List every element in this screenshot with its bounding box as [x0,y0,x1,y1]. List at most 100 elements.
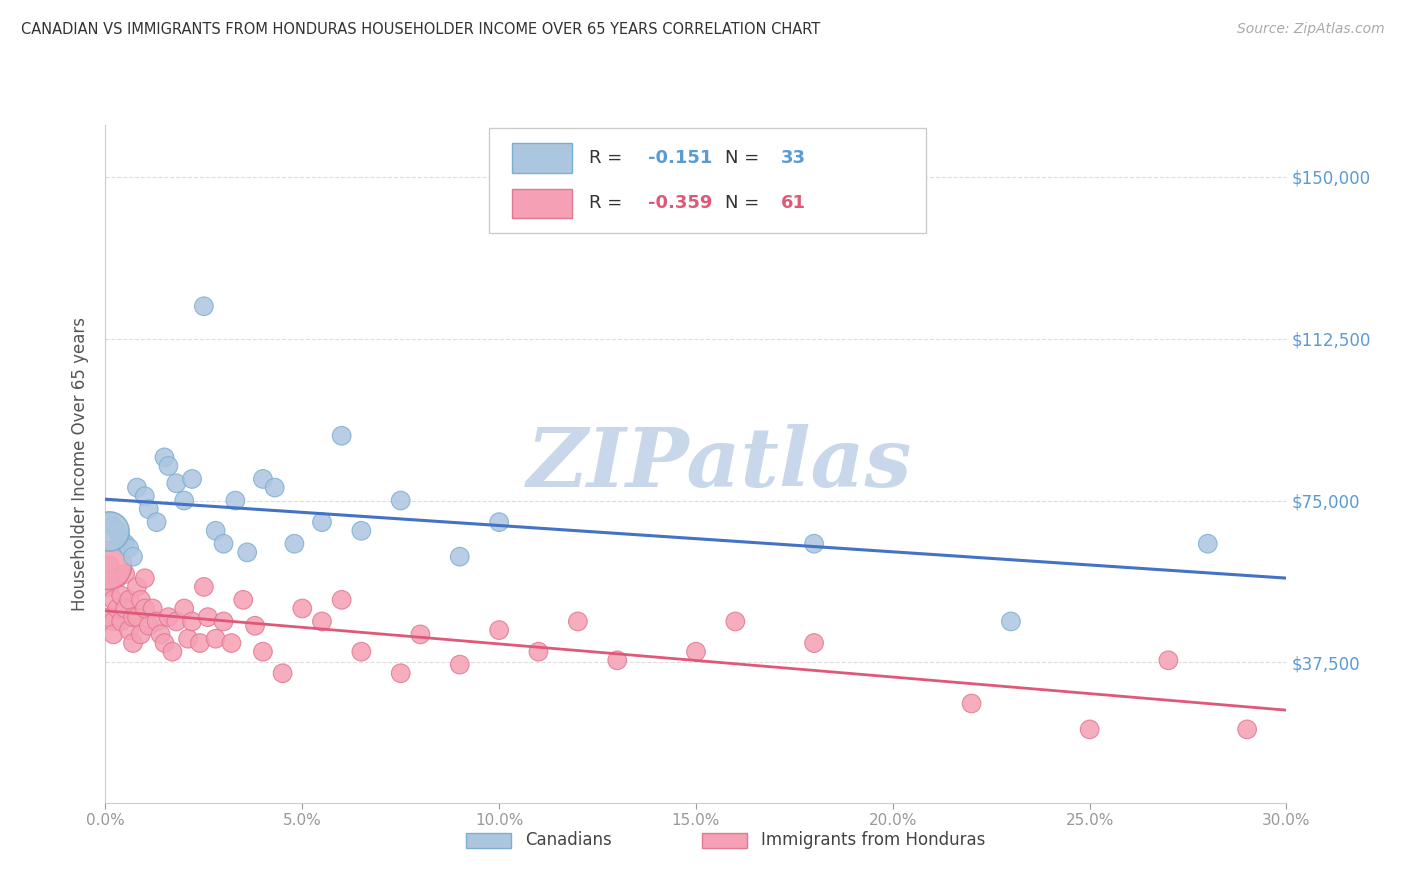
Point [103,519,125,533]
Point [157,458,180,473]
Text: ZIPatlas: ZIPatlas [527,424,912,504]
Point [162,645,184,659]
Point [177,632,200,646]
Point [271,666,294,681]
Point [1197,537,1219,551]
Point [105,524,128,538]
Point [153,450,176,465]
Point [311,615,333,629]
Point [224,493,246,508]
Text: 33: 33 [782,149,806,167]
Point [98,558,121,573]
Text: Immigrants from Honduras: Immigrants from Honduras [761,831,986,849]
Point [129,592,152,607]
Point [125,580,148,594]
Point [236,545,259,559]
Point [114,601,136,615]
Point [173,493,195,508]
Point [1000,615,1022,629]
Point [165,476,187,491]
Point [110,533,132,547]
Point [212,537,235,551]
Point [105,601,128,615]
Point [389,666,412,681]
Point [1236,723,1258,737]
Point [350,524,373,538]
Point [103,592,125,607]
Point [173,601,195,615]
Point [724,615,747,629]
FancyBboxPatch shape [702,832,747,847]
Point [138,502,160,516]
FancyBboxPatch shape [489,128,927,234]
Point [204,632,226,646]
Point [145,615,167,629]
Text: -0.359: -0.359 [648,194,713,212]
Point [118,623,141,637]
Point [1157,653,1180,667]
Point [193,299,215,313]
Point [110,615,132,629]
Point [291,601,314,615]
Point [449,549,471,564]
Point [311,515,333,529]
Point [488,623,510,637]
Point [149,627,172,641]
Point [221,636,243,650]
Point [129,627,152,641]
Point [488,515,510,529]
Point [110,589,132,603]
Text: Source: ZipAtlas.com: Source: ZipAtlas.com [1237,22,1385,37]
Point [134,489,156,503]
Point [330,429,353,443]
Point [181,615,204,629]
Point [134,601,156,615]
Point [232,592,254,607]
Text: R =: R = [589,149,627,167]
Point [122,636,145,650]
Point [153,636,176,650]
Point [98,610,121,624]
Point [204,524,226,538]
Point [122,610,145,624]
Point [165,615,187,629]
Point [283,537,305,551]
Point [350,645,373,659]
Point [157,610,180,624]
Point [606,653,628,667]
Point [98,580,121,594]
Point [114,537,136,551]
Point [98,515,121,529]
Point [105,571,128,585]
Point [803,537,825,551]
Point [118,592,141,607]
Point [118,541,141,555]
Point [330,592,353,607]
Text: CANADIAN VS IMMIGRANTS FROM HONDURAS HOUSEHOLDER INCOME OVER 65 YEARS CORRELATIO: CANADIAN VS IMMIGRANTS FROM HONDURAS HOU… [21,22,820,37]
FancyBboxPatch shape [512,144,572,173]
Point [960,697,983,711]
Point [138,619,160,633]
FancyBboxPatch shape [512,189,572,219]
Point [252,472,274,486]
Point [125,610,148,624]
Point [114,566,136,581]
Point [263,481,285,495]
Point [193,580,215,594]
Point [252,645,274,659]
FancyBboxPatch shape [465,832,510,847]
Point [527,645,550,659]
Point [567,615,589,629]
Text: R =: R = [589,194,627,212]
Point [803,636,825,650]
Point [122,549,145,564]
Text: N =: N = [724,194,765,212]
Y-axis label: Householder Income Over 65 years: Householder Income Over 65 years [72,317,90,611]
Point [212,615,235,629]
Point [103,627,125,641]
Text: Canadians: Canadians [524,831,612,849]
Point [449,657,471,672]
Point [188,636,211,650]
Point [96,558,118,573]
Point [98,524,121,538]
